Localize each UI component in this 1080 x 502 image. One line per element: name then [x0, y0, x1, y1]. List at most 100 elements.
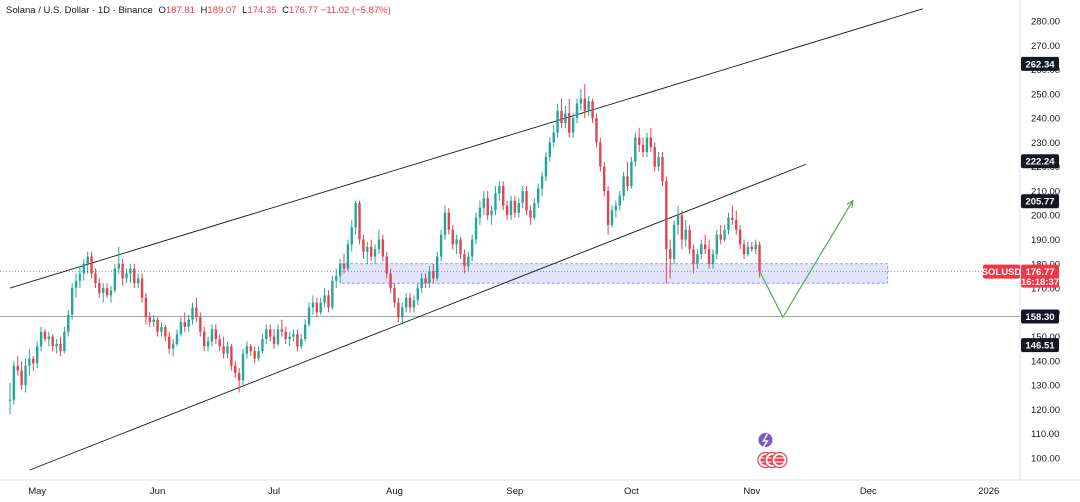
candle[interactable]: [451, 224, 454, 250]
candle[interactable]: [377, 229, 381, 255]
candle[interactable]: [117, 246, 120, 274]
candle[interactable]: [78, 266, 82, 289]
candle[interactable]: [595, 113, 598, 148]
candle[interactable]: [498, 181, 501, 201]
candle[interactable]: [276, 324, 280, 347]
candle[interactable]: [447, 207, 451, 235]
candle[interactable]: [735, 210, 738, 235]
candle[interactable]: [614, 200, 618, 218]
candle[interactable]: [750, 241, 753, 252]
candle[interactable]: [249, 343, 252, 357]
candle[interactable]: [179, 317, 183, 337]
candle[interactable]: [672, 220, 676, 264]
candle[interactable]: [288, 331, 291, 347]
candle[interactable]: [210, 324, 214, 347]
candle[interactable]: [171, 339, 175, 357]
candle[interactable]: [591, 98, 594, 123]
candle[interactable]: [684, 220, 687, 247]
candle[interactable]: [680, 210, 684, 250]
candle[interactable]: [195, 297, 198, 323]
candle[interactable]: [300, 334, 303, 349]
candle[interactable]: [94, 268, 97, 289]
price-axis[interactable]: 100.00110.00120.00130.00140.00150.00160.…: [1031, 17, 1060, 465]
candle[interactable]: [738, 224, 742, 250]
candle[interactable]: [459, 237, 462, 259]
candle[interactable]: [575, 98, 579, 123]
candle[interactable]: [521, 186, 524, 208]
candle[interactable]: [303, 319, 307, 342]
candle[interactable]: [55, 339, 58, 354]
candle[interactable]: [467, 251, 470, 272]
lightning-event-icon[interactable]: [758, 433, 773, 448]
candle[interactable]: [711, 249, 715, 269]
candle[interactable]: [187, 314, 190, 332]
candle[interactable]: [121, 258, 124, 286]
candle[interactable]: [140, 273, 144, 303]
candle[interactable]: [517, 198, 520, 218]
candle[interactable]: [618, 190, 621, 211]
candle[interactable]: [206, 336, 210, 352]
candle[interactable]: [731, 205, 734, 225]
candle[interactable]: [455, 234, 458, 255]
candle[interactable]: [556, 103, 559, 138]
candle[interactable]: [350, 220, 353, 252]
candle[interactable]: [536, 183, 540, 208]
candle[interactable]: [338, 258, 342, 284]
lower-trendline[interactable]: [29, 163, 807, 471]
candle[interactable]: [222, 336, 225, 359]
candle[interactable]: [47, 331, 51, 347]
candle[interactable]: [335, 268, 338, 289]
candle[interactable]: [86, 251, 89, 274]
candle[interactable]: [486, 190, 489, 221]
candle[interactable]: [669, 239, 672, 279]
candle[interactable]: [183, 312, 186, 332]
candle[interactable]: [661, 152, 664, 187]
candle[interactable]: [136, 273, 140, 289]
candle[interactable]: [24, 358, 27, 393]
candle[interactable]: [509, 195, 513, 221]
candle[interactable]: [583, 84, 586, 119]
candle[interactable]: [560, 98, 563, 128]
candle[interactable]: [443, 205, 447, 240]
candle[interactable]: [622, 171, 625, 201]
candle[interactable]: [385, 251, 388, 279]
candle[interactable]: [59, 336, 62, 357]
candle[interactable]: [144, 292, 148, 325]
candle[interactable]: [113, 263, 117, 293]
candle[interactable]: [269, 324, 272, 342]
candle[interactable]: [284, 326, 287, 344]
candle[interactable]: [342, 254, 346, 274]
candle[interactable]: [470, 234, 474, 262]
candle[interactable]: [599, 137, 602, 172]
candle[interactable]: [90, 251, 93, 279]
candle[interactable]: [463, 249, 466, 274]
candle[interactable]: [389, 268, 392, 293]
candle[interactable]: [164, 324, 167, 342]
candle[interactable]: [129, 263, 132, 284]
candle[interactable]: [292, 329, 295, 342]
candle[interactable]: [502, 181, 505, 211]
candle[interactable]: [626, 161, 629, 191]
candle[interactable]: [354, 200, 357, 235]
candle[interactable]: [70, 283, 74, 320]
candle[interactable]: [630, 156, 633, 189]
candle[interactable]: [723, 224, 726, 242]
candle[interactable]: [420, 273, 423, 293]
candle[interactable]: [401, 302, 404, 325]
candle[interactable]: [653, 142, 656, 172]
candle[interactable]: [513, 195, 517, 218]
candle[interactable]: [665, 176, 668, 284]
candle[interactable]: [754, 239, 757, 255]
candle[interactable]: [160, 322, 163, 337]
candle[interactable]: [109, 285, 113, 303]
candle[interactable]: [8, 382, 12, 415]
candle[interactable]: [482, 190, 486, 216]
candle[interactable]: [564, 105, 567, 128]
candle[interactable]: [346, 239, 350, 272]
candle[interactable]: [35, 341, 39, 369]
candle[interactable]: [715, 229, 719, 259]
candle[interactable]: [307, 302, 311, 327]
candle[interactable]: [253, 346, 256, 364]
candle[interactable]: [533, 198, 536, 221]
candle[interactable]: [474, 212, 478, 245]
